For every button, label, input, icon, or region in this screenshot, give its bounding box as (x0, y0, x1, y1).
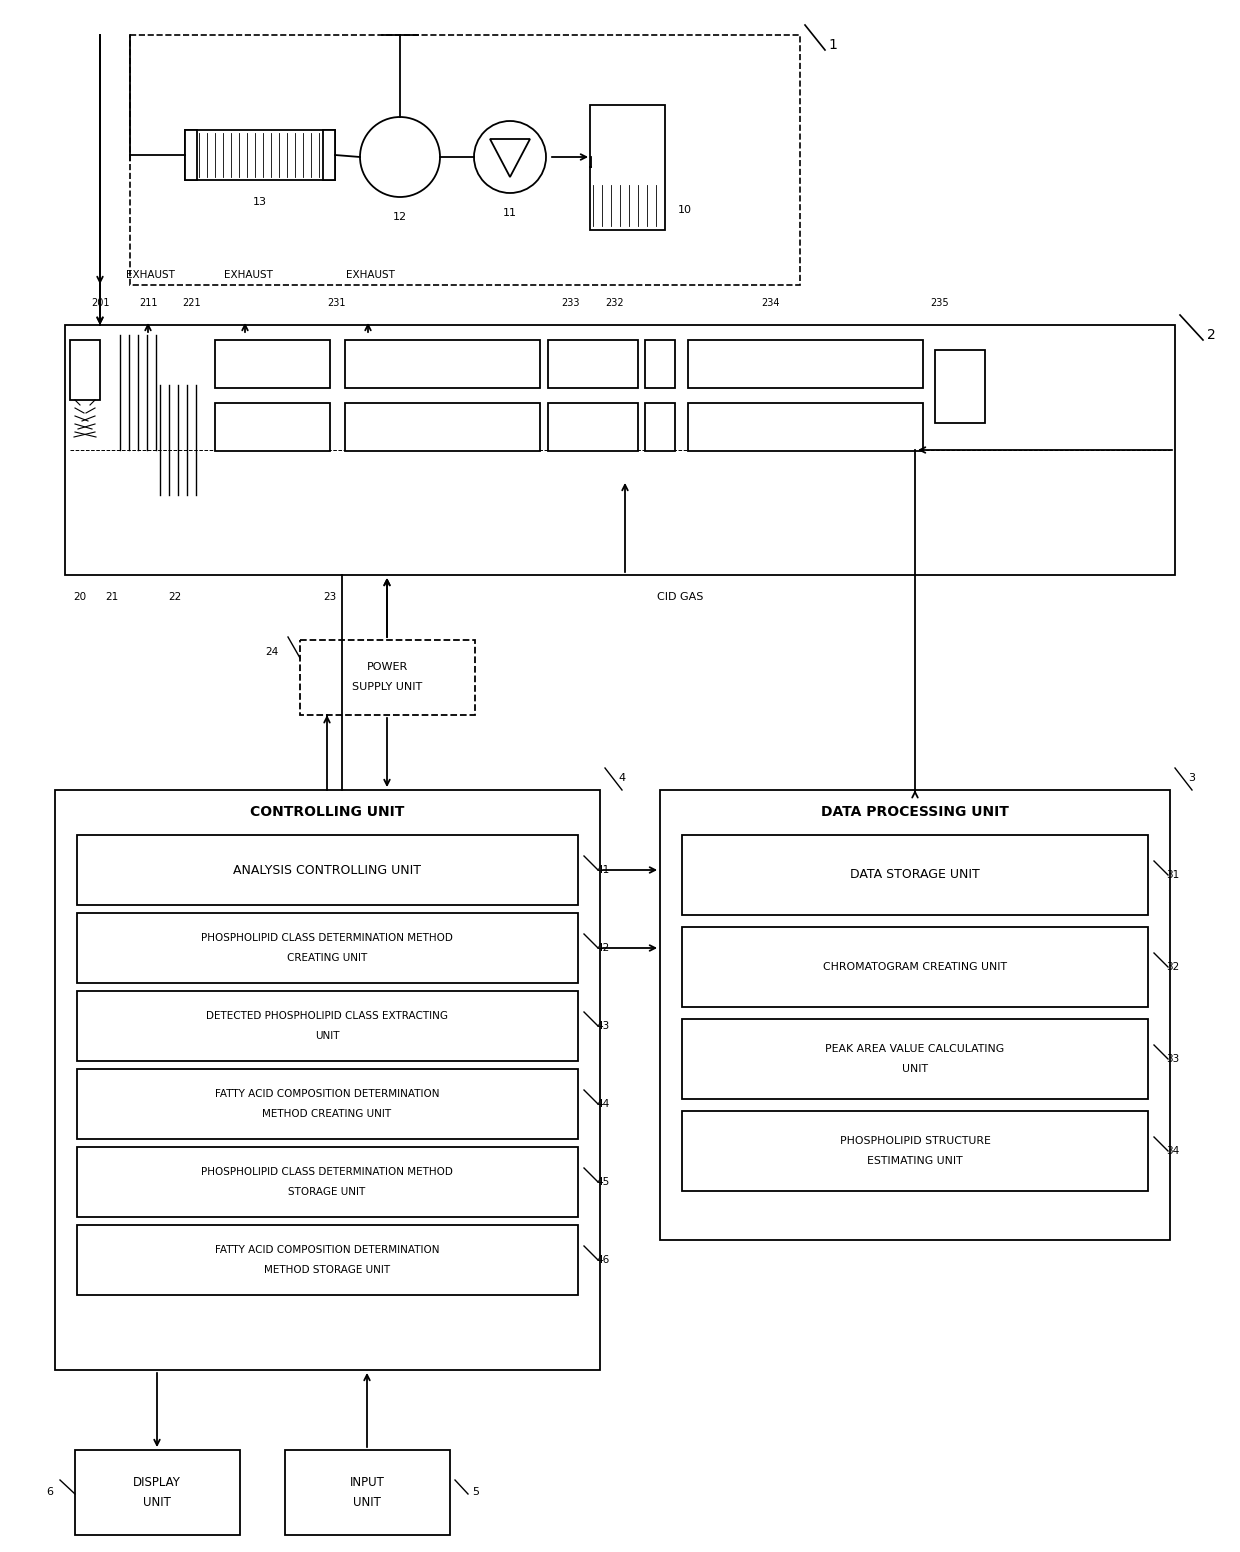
Text: 42: 42 (596, 944, 609, 953)
Text: EXHAUST: EXHAUST (223, 270, 273, 279)
Text: 43: 43 (596, 1021, 609, 1031)
Text: DETECTED PHOSPHOLIPID CLASS EXTRACTING: DETECTED PHOSPHOLIPID CLASS EXTRACTING (206, 1010, 448, 1021)
Bar (74, 1450, 241, 1535)
Text: ANALYSIS CONTROLLING UNIT: ANALYSIS CONTROLLING UNIT (233, 863, 422, 877)
Text: PHOSPHOLIPID STRUCTURE: PHOSPHOLIPID STRUCTURE (839, 1136, 991, 1145)
Text: 41: 41 (596, 864, 609, 875)
Text: 22: 22 (169, 591, 181, 602)
Text: 21: 21 (105, 591, 119, 602)
Text: SUPPLY UNIT: SUPPLY UNIT (352, 681, 422, 692)
Bar (185, 130, 335, 180)
Text: CREATING UNIT: CREATING UNIT (286, 953, 367, 962)
Text: METHOD CREATING UNIT: METHOD CREATING UNIT (263, 1110, 392, 1119)
Text: 13: 13 (253, 197, 267, 206)
Text: DATA STORAGE UNIT: DATA STORAGE UNIT (851, 869, 980, 882)
Bar (69, 340, 100, 400)
Bar (285, 1450, 450, 1535)
Bar (682, 1111, 1148, 1190)
Text: 44: 44 (596, 1099, 609, 1110)
Bar (77, 913, 578, 982)
Text: 31: 31 (1166, 871, 1179, 880)
Text: DATA PROCESSING UNIT: DATA PROCESSING UNIT (821, 805, 1009, 819)
Text: DISPLAY: DISPLAY (133, 1476, 181, 1488)
Bar (682, 927, 1148, 1007)
Text: 10: 10 (678, 205, 692, 216)
Text: 221: 221 (182, 298, 201, 307)
Text: 33: 33 (1166, 1054, 1179, 1065)
Text: EXHAUST: EXHAUST (346, 270, 394, 279)
Text: 5: 5 (472, 1487, 479, 1498)
Text: ESTIMATING UNIT: ESTIMATING UNIT (867, 1156, 962, 1166)
Text: UNIT: UNIT (901, 1065, 928, 1074)
Text: PHOSPHOLIPID CLASS DETERMINATION METHOD: PHOSPHOLIPID CLASS DETERMINATION METHOD (201, 933, 453, 944)
Bar (130, 36, 800, 286)
Text: 2: 2 (1207, 327, 1215, 341)
Text: 23: 23 (324, 591, 336, 602)
Bar (77, 1147, 578, 1217)
Text: PHOSPHOLIPID CLASS DETERMINATION METHOD: PHOSPHOLIPID CLASS DETERMINATION METHOD (201, 1167, 453, 1176)
Bar (77, 1069, 578, 1139)
Text: 233: 233 (560, 298, 579, 307)
Text: STORAGE UNIT: STORAGE UNIT (289, 1187, 366, 1197)
Text: 45: 45 (596, 1176, 609, 1187)
Text: POWER: POWER (366, 663, 408, 672)
Bar (77, 1225, 578, 1294)
Text: 231: 231 (327, 298, 346, 307)
Text: METHOD STORAGE UNIT: METHOD STORAGE UNIT (264, 1265, 391, 1276)
Text: 4: 4 (618, 773, 625, 784)
Bar (660, 790, 1171, 1240)
Bar (322, 130, 335, 180)
Text: 6: 6 (46, 1487, 53, 1498)
Bar (77, 835, 578, 905)
Bar (688, 404, 923, 452)
Text: 232: 232 (605, 298, 624, 307)
Text: UNIT: UNIT (353, 1496, 381, 1509)
Text: UNIT: UNIT (315, 1031, 340, 1041)
Bar (55, 790, 600, 1370)
Bar (300, 639, 475, 715)
Text: 3: 3 (1188, 773, 1195, 784)
Text: 201: 201 (91, 298, 109, 307)
Bar (682, 1020, 1148, 1099)
Bar (645, 340, 675, 388)
Text: 235: 235 (931, 298, 950, 307)
Text: FATTY ACID COMPOSITION DETERMINATION: FATTY ACID COMPOSITION DETERMINATION (215, 1090, 439, 1099)
Text: 234: 234 (761, 298, 779, 307)
Bar (345, 340, 539, 388)
Text: UNIT: UNIT (143, 1496, 171, 1509)
Bar (215, 404, 330, 452)
Text: 34: 34 (1166, 1145, 1179, 1156)
Bar (645, 404, 675, 452)
Text: FATTY ACID COMPOSITION DETERMINATION: FATTY ACID COMPOSITION DETERMINATION (215, 1245, 439, 1256)
Text: 12: 12 (393, 213, 407, 222)
Text: 46: 46 (596, 1256, 609, 1265)
Bar (77, 992, 578, 1062)
Text: CID GAS: CID GAS (657, 591, 703, 602)
Text: CONTROLLING UNIT: CONTROLLING UNIT (249, 805, 404, 819)
Bar (935, 351, 985, 424)
Text: 1: 1 (828, 37, 837, 53)
Text: 32: 32 (1166, 962, 1179, 972)
Text: 211: 211 (139, 298, 157, 307)
Bar (590, 106, 665, 230)
Bar (548, 340, 639, 388)
Bar (345, 404, 539, 452)
Text: PEAK AREA VALUE CALCULATING: PEAK AREA VALUE CALCULATING (826, 1044, 1004, 1054)
Bar (215, 340, 330, 388)
Text: EXHAUST: EXHAUST (125, 270, 175, 279)
Text: CHROMATOGRAM CREATING UNIT: CHROMATOGRAM CREATING UNIT (823, 962, 1007, 972)
Bar (64, 324, 1176, 574)
Text: 20: 20 (73, 591, 87, 602)
Bar (682, 835, 1148, 916)
Text: 24: 24 (265, 647, 278, 656)
Bar (548, 404, 639, 452)
Bar (688, 340, 923, 388)
Text: 11: 11 (503, 208, 517, 217)
Text: INPUT: INPUT (350, 1476, 384, 1488)
Bar (185, 130, 197, 180)
